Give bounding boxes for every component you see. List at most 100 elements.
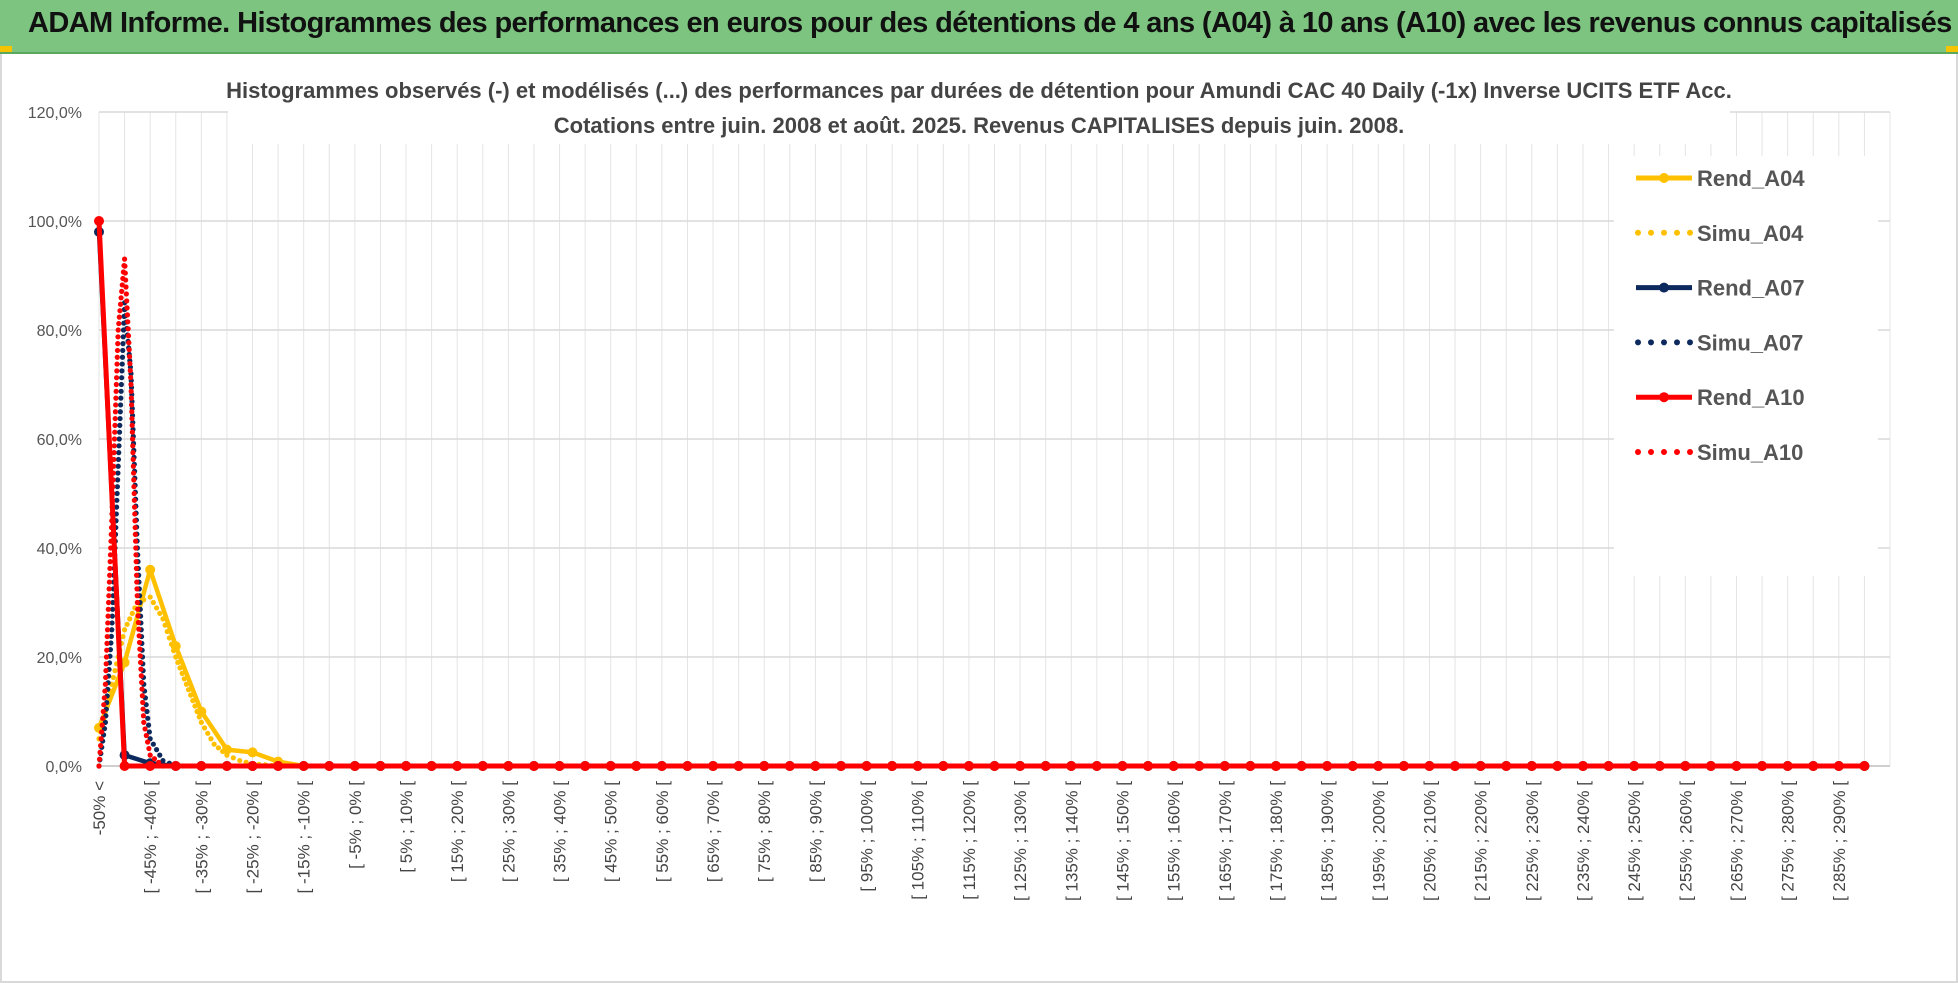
data-point: [118, 395, 124, 401]
y-tick-label: 0,0%: [46, 759, 82, 776]
data-point: [112, 422, 118, 428]
data-point: [1066, 761, 1077, 771]
legend-marker: [1661, 229, 1667, 236]
data-point: [145, 722, 152, 728]
data-point: [125, 326, 131, 332]
data-point: [157, 752, 163, 758]
legend-marker: [1635, 449, 1641, 455]
legend-marker: [1648, 339, 1654, 346]
data-point: [106, 593, 112, 599]
data-point: [150, 599, 156, 606]
data-point: [173, 654, 179, 660]
data-point: [160, 763, 166, 769]
legend-item: Rend_A10: [1636, 385, 1805, 410]
y-axis: 0,0% 20,0% 40,0% 60,0% 80,0% 100,0% 120,0%: [28, 105, 82, 776]
data-point: [605, 761, 616, 771]
data-point: [110, 484, 116, 490]
data-point: [140, 713, 147, 719]
data-point: [426, 761, 437, 771]
data-point: [128, 395, 134, 401]
data-point: [1833, 761, 1844, 771]
data-point: [989, 761, 1000, 771]
data-point: [1143, 761, 1154, 771]
data-point: [157, 610, 163, 617]
data-point: [132, 511, 138, 517]
x-tick-label: [ -15% ; -10% [: [295, 781, 314, 894]
data-point: [105, 606, 111, 612]
data-point: [128, 402, 135, 408]
banner-title: ADAM Informe. Histogrammes des performan…: [28, 7, 1952, 39]
x-tick-label: [ 45% ; 50% [: [602, 781, 621, 882]
data-point: [109, 620, 115, 626]
legend-marker: [1687, 449, 1693, 455]
legend-label: Simu_A04: [1697, 221, 1804, 246]
data-point: [135, 606, 141, 612]
data-point: [1603, 761, 1614, 771]
legend: Rend_A04 Simu_A04 Rend_A07 Simu_A07 Rend_A10…: [1614, 156, 1878, 576]
x-tick-label: [ 55% ; 60% [: [653, 781, 672, 882]
chart-area: 0,0% 20,0% 40,0% 60,0% 80,0% 100,0% 120,0% -50…: [28, 74, 1891, 901]
data-point: [108, 524, 115, 531]
data-point: [143, 732, 149, 739]
data-point: [108, 640, 114, 646]
data-point: [104, 627, 111, 633]
data-point: [759, 761, 770, 771]
data-point: [107, 565, 113, 572]
data-point: [129, 409, 135, 415]
legend-marker: [1659, 392, 1669, 403]
data-point: [129, 429, 135, 435]
data-point: [108, 538, 114, 544]
data-point: [192, 703, 198, 709]
data-point: [117, 301, 124, 307]
data-point: [109, 627, 115, 633]
data-point: [132, 531, 138, 537]
data-point: [136, 633, 142, 639]
data-point: [122, 263, 128, 269]
data-point: [128, 381, 134, 388]
data-point: [503, 761, 514, 771]
data-point: [107, 559, 113, 565]
data-point: [733, 761, 744, 771]
data-point: [116, 450, 122, 456]
data-point: [146, 745, 152, 752]
data-point: [1450, 761, 1461, 771]
x-tick-label: [ 245% ; 250% [: [1625, 781, 1644, 901]
data-point: [198, 719, 204, 726]
data-point: [107, 572, 113, 578]
chart-title-background: [228, 74, 1730, 144]
data-point: [116, 443, 122, 449]
data-point: [114, 361, 120, 367]
data-point: [160, 757, 166, 764]
x-tick-label: [ -5% ; 0% [: [346, 781, 365, 869]
data-point: [126, 347, 132, 353]
x-tick-label: [ -25% ; -20% [: [244, 781, 263, 894]
legend-item: Rend_A04: [1636, 166, 1805, 191]
data-point: [237, 757, 243, 764]
data-point: [208, 736, 214, 742]
data-point: [127, 616, 133, 622]
data-point: [115, 341, 121, 347]
chart-title-group: Histogrammes observés (-) et modélisés (…: [226, 74, 1732, 144]
data-point: [109, 497, 116, 503]
data-point: [116, 429, 123, 435]
data-point: [109, 511, 115, 517]
report-banner: ADAM Informe. Histogrammes des performan…: [0, 0, 1958, 54]
data-point: [129, 610, 135, 617]
data-point: [477, 761, 488, 771]
data-point: [1577, 761, 1588, 771]
data-point: [119, 375, 125, 381]
data-point: [1680, 761, 1691, 771]
data-point: [861, 761, 872, 771]
data-point: [103, 654, 110, 660]
data-point: [110, 477, 116, 483]
data-point: [168, 641, 175, 647]
data-point: [120, 633, 126, 640]
legend-marker: [1648, 229, 1654, 236]
data-point: [100, 708, 106, 715]
x-tick-label: [ 285% ; 290% [: [1830, 781, 1849, 901]
data-point: [164, 628, 170, 635]
data-point: [179, 670, 185, 676]
data-point: [118, 388, 124, 394]
data-point: [110, 599, 116, 606]
data-point: [273, 761, 284, 771]
